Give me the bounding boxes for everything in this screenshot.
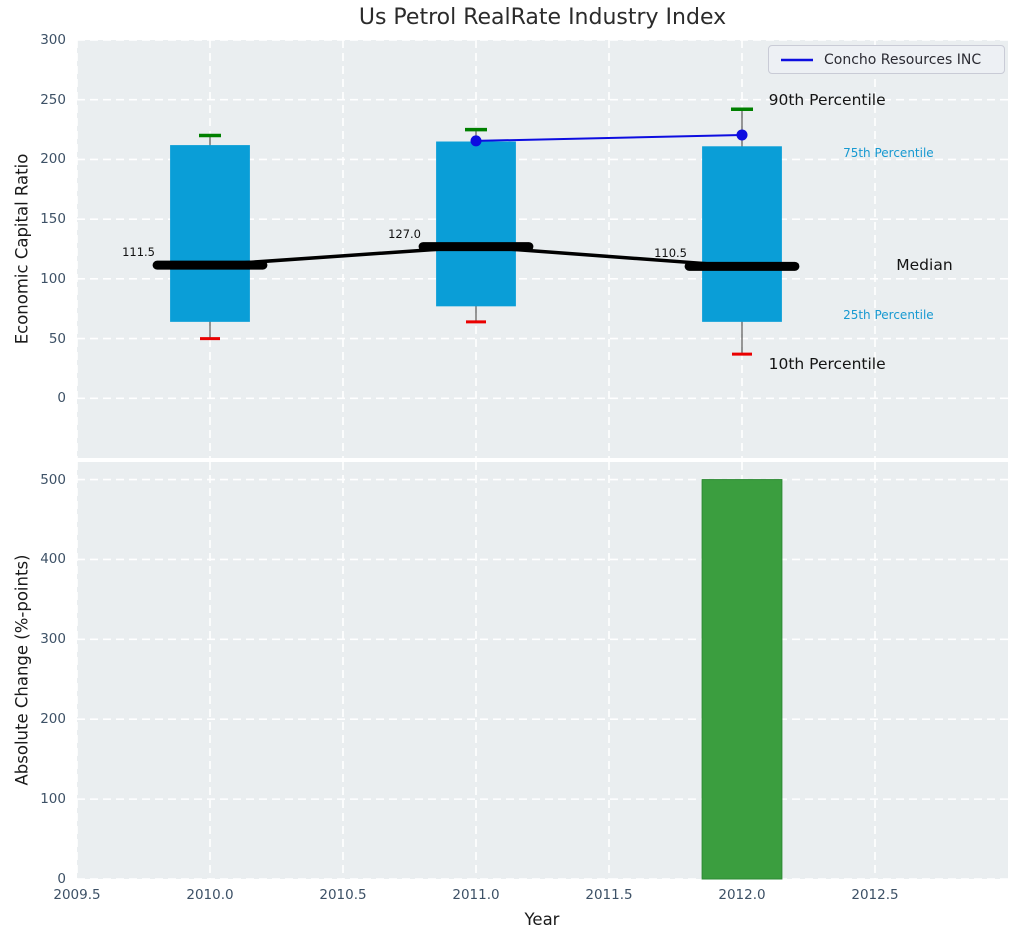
x-tick-label: 2012.0 xyxy=(718,887,766,903)
legend-label: Concho Resources INC xyxy=(824,51,982,68)
y-tick-label: 300 xyxy=(40,631,66,648)
legend-line-icon xyxy=(781,58,813,61)
company-marker xyxy=(736,129,748,141)
y-tick-label: 100 xyxy=(40,791,66,808)
chart-title: Us Petrol RealRate Industry Index xyxy=(358,5,727,30)
annotation-10th-percentile: 10th Percentile xyxy=(768,354,886,373)
x-tick-label: 2011.5 xyxy=(585,887,633,903)
y-tick-label: 0 xyxy=(57,390,66,407)
median-value-label: 110.5 xyxy=(654,246,687,261)
y-tick-label: 50 xyxy=(48,330,66,347)
x-tick-label: 2010.5 xyxy=(319,887,367,903)
y-tick-label: 100 xyxy=(40,270,66,287)
x-tick-label: 2011.0 xyxy=(452,887,500,903)
percentile-box xyxy=(170,145,250,322)
median-value-label: 127.0 xyxy=(388,226,421,241)
percentile-box xyxy=(436,141,516,307)
y-tick-label: 250 xyxy=(40,91,66,108)
x-tick-label: 2010.0 xyxy=(186,887,234,903)
top-y-axis-label: Economic Capital Ratio xyxy=(12,153,32,345)
company-marker xyxy=(470,135,482,147)
y-tick-label: 0 xyxy=(57,871,66,887)
bottom-y-axis-label: Absolute Change (%-points) xyxy=(12,554,32,786)
legend: Concho Resources INC xyxy=(768,45,1005,74)
x-tick-label: 2012.5 xyxy=(851,887,899,903)
annotation-25th-percentile: 25th Percentile xyxy=(843,307,934,322)
y-tick-label: 500 xyxy=(40,471,66,488)
y-tick-label: 200 xyxy=(40,711,66,728)
y-tick-label: 150 xyxy=(40,211,66,228)
x-tick-label: 2009.5 xyxy=(53,887,101,903)
y-tick-label: 200 xyxy=(40,151,66,168)
company-line xyxy=(475,133,743,142)
median-value-label: 111.5 xyxy=(122,245,155,260)
change-bar xyxy=(701,479,783,880)
plot-area xyxy=(77,462,1008,879)
y-tick-label: 400 xyxy=(40,551,66,568)
x-axis-label: Year xyxy=(524,910,560,929)
y-tick-label: 300 xyxy=(40,32,66,48)
annotation-median: Median xyxy=(896,255,953,274)
annotation-90th-percentile: 90th Percentile xyxy=(768,90,886,109)
percentile-box xyxy=(702,146,782,322)
annotation-75th-percentile: 75th Percentile xyxy=(843,146,934,161)
